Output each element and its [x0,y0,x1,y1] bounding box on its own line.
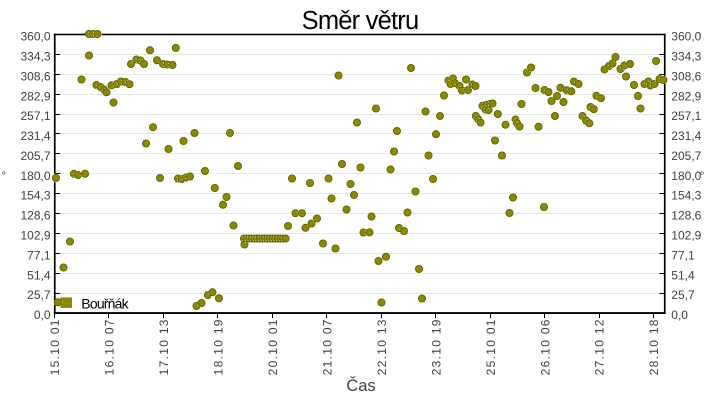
svg-text:51,4: 51,4 [671,268,695,282]
svg-text:Směr větru: Směr větru [302,7,419,35]
svg-text:0,0: 0,0 [34,308,51,322]
svg-text:334,3: 334,3 [671,49,701,63]
svg-text:77,1: 77,1 [27,248,51,262]
svg-text:128,6: 128,6 [20,209,50,223]
svg-text:334,3: 334,3 [20,49,50,63]
svg-text:20.10 01: 20.10 01 [266,318,280,375]
svg-text:21.10 07: 21.10 07 [320,318,334,375]
svg-text:27.10 12: 27.10 12 [593,318,607,375]
svg-text:23.10 19: 23.10 19 [429,318,443,375]
svg-text:282,9: 282,9 [20,89,50,103]
svg-text:308,6: 308,6 [20,69,50,83]
svg-text:231,4: 231,4 [20,129,50,143]
svg-text:257,1: 257,1 [671,109,701,123]
svg-text:0,0: 0,0 [671,308,688,322]
svg-text:51,4: 51,4 [27,268,51,282]
svg-text:257,1: 257,1 [20,109,50,123]
svg-text:102,9: 102,9 [20,229,50,243]
svg-text:180,0: 180,0 [20,169,50,183]
svg-text:15.10 01: 15.10 01 [48,318,62,375]
svg-text:°: ° [700,169,705,183]
svg-text:102,9: 102,9 [671,229,701,243]
svg-text:180,0: 180,0 [671,169,701,183]
svg-text:25,7: 25,7 [671,288,695,302]
svg-text:154,3: 154,3 [671,189,701,203]
svg-text:Bouřňák: Bouřňák [81,296,129,312]
svg-text:16.10 07: 16.10 07 [103,318,117,375]
svg-text:77,1: 77,1 [671,248,695,262]
svg-text:128,6: 128,6 [671,209,701,223]
svg-text:28.10 18: 28.10 18 [647,318,661,375]
svg-text:360,0: 360,0 [20,30,50,44]
svg-text:26.10 06: 26.10 06 [538,318,552,375]
svg-text:18.10 19: 18.10 19 [212,318,226,375]
svg-text:308,6: 308,6 [671,69,701,83]
svg-text:154,3: 154,3 [20,189,50,203]
svg-text:17.10 13: 17.10 13 [157,318,171,375]
svg-text:231,4: 231,4 [671,129,701,143]
svg-text:°: ° [1,169,6,183]
svg-text:360,0: 360,0 [671,30,701,44]
svg-text:Čas: Čas [346,376,375,395]
svg-text:205,7: 205,7 [671,149,701,163]
svg-text:205,7: 205,7 [20,149,50,163]
svg-text:25.10 01: 25.10 01 [484,318,498,375]
svg-text:25,7: 25,7 [27,288,51,302]
svg-text:282,9: 282,9 [671,89,701,103]
svg-text:22.10 13: 22.10 13 [375,318,389,375]
